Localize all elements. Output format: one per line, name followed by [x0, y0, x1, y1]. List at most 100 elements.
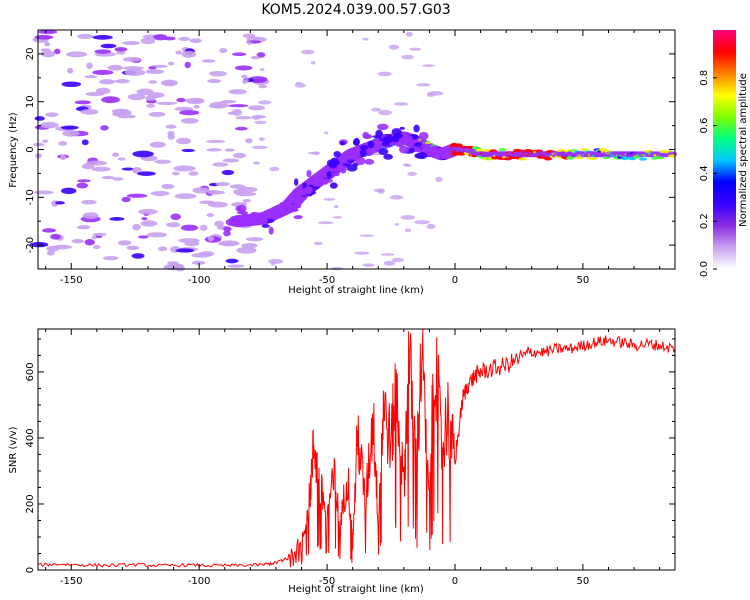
noise-blob: [175, 50, 183, 55]
noise-blob: [254, 120, 267, 125]
colorbar-tick-label: 0.4: [699, 165, 710, 181]
noise-blob: [383, 260, 396, 266]
noise-blob: [247, 41, 252, 46]
noise-blob: [201, 59, 216, 63]
ridge-blob: [391, 135, 400, 143]
noise-blob: [76, 182, 89, 189]
noise-blob: [221, 169, 235, 176]
noise-blob: [150, 191, 170, 196]
noise-blob: [121, 167, 135, 171]
noise-blob: [393, 102, 409, 106]
noise-blob: [91, 166, 111, 172]
noise-blob: [117, 157, 126, 161]
noise-blob: [45, 112, 59, 117]
noise-blob: [112, 177, 124, 181]
noise-blob: [223, 230, 231, 237]
noise-blob: [156, 101, 178, 106]
noise-blob: [184, 241, 200, 247]
noise-blob: [84, 239, 95, 246]
y-tick-label: 200: [25, 494, 36, 513]
y-tick-label: 20: [25, 48, 36, 61]
noise-blob: [149, 141, 167, 148]
colorbar-tick-label: 0.6: [699, 118, 710, 134]
ridge-blob: [332, 172, 340, 177]
noise-blob: [228, 104, 249, 108]
noise-blob: [145, 69, 165, 75]
noise-blob: [209, 71, 227, 77]
noise-blob: [171, 171, 180, 176]
ridge-blob: [333, 160, 340, 166]
ridge-blob: [367, 140, 375, 149]
noise-blob: [124, 69, 146, 77]
ridge-blob: [254, 216, 267, 221]
noise-blob: [310, 61, 316, 65]
ridge-core: [638, 157, 647, 161]
noise-blob: [391, 257, 404, 263]
noise-blob: [228, 89, 247, 95]
noise-blob: [167, 133, 175, 140]
noise-blob: [32, 142, 45, 147]
noise-blob: [242, 199, 252, 203]
noise-blob: [377, 71, 392, 77]
ridge-blob: [223, 226, 232, 232]
noise-blob: [313, 241, 323, 246]
heatmap-ridge: [223, 123, 678, 235]
noise-blob: [241, 243, 258, 249]
noise-blob: [65, 51, 88, 58]
noise-blob: [81, 139, 89, 146]
noise-blob: [126, 193, 148, 198]
noise-blob: [426, 92, 436, 97]
noise-blob: [114, 79, 130, 84]
noise-blob: [252, 161, 261, 165]
noise-blob: [207, 190, 220, 195]
ridge-blob: [230, 215, 241, 222]
noise-blob: [180, 118, 199, 124]
colorbar-tick-label: 0.8: [699, 70, 710, 86]
noise-blob: [114, 109, 132, 116]
noise-blob: [180, 224, 199, 231]
noise-blob: [34, 34, 54, 40]
noise-blob: [112, 152, 120, 157]
noise-blob: [107, 64, 123, 71]
noise-blob: [67, 67, 74, 74]
noise-blob: [102, 256, 119, 261]
noise-blob: [407, 171, 417, 177]
noise-blob: [148, 111, 166, 117]
ridge-core: [518, 157, 527, 161]
ridge-blob: [340, 166, 347, 174]
noise-blob: [426, 224, 436, 230]
noise-blob: [175, 248, 195, 253]
heatmap-noise-blobs: [29, 30, 444, 272]
noise-blob: [42, 139, 49, 143]
noise-blob: [414, 220, 431, 225]
noise-blob: [205, 139, 226, 143]
ridge-blob: [399, 126, 405, 130]
noise-blob: [54, 48, 61, 55]
noise-blob: [191, 260, 206, 265]
noise-blob: [146, 103, 156, 108]
ridge-blob: [294, 178, 299, 186]
ridge-core: [589, 156, 598, 160]
noise-blob: [93, 232, 107, 236]
ridge-core: [498, 147, 507, 152]
noise-blob: [212, 162, 229, 167]
noise-blob: [136, 88, 154, 96]
noise-blob: [206, 213, 214, 218]
noise-blob: [122, 57, 142, 62]
noise-blob: [307, 151, 320, 155]
noise-blob: [173, 165, 196, 172]
noise-blob: [269, 166, 280, 172]
ridge-blob: [419, 139, 427, 143]
ridge-blob: [263, 218, 268, 226]
noise-blob: [165, 124, 177, 129]
noise-blob: [95, 87, 111, 95]
colorbar-tick-label: 0.2: [699, 213, 710, 229]
noise-blob: [61, 81, 82, 88]
ridge-blob: [339, 141, 346, 146]
noise-blob: [132, 223, 141, 231]
noise-blob: [175, 264, 185, 272]
ridge-blob: [420, 143, 430, 149]
ridge-blob: [366, 150, 373, 156]
noise-blob: [168, 61, 175, 66]
noise-blob: [165, 81, 177, 86]
